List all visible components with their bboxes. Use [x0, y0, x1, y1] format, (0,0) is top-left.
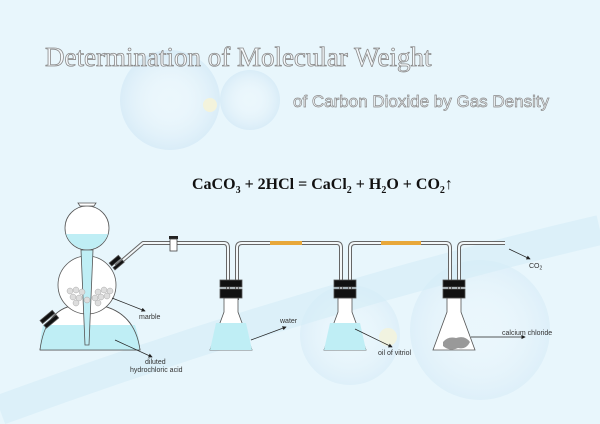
subtitle: of Carbon Dioxide by Gas Density — [293, 92, 550, 111]
tubing — [114, 241, 505, 340]
rubber-connector — [270, 241, 302, 245]
label-calcium-chloride: calcium chloride — [502, 330, 552, 337]
label-co2: CO2 — [529, 263, 543, 272]
marble-pieces — [66, 286, 114, 307]
calcium-chloride-solid — [443, 337, 470, 350]
kipp-generator — [39, 202, 141, 351]
label-hydrochloric-acid: hydrochloric acid — [130, 367, 183, 374]
flask-calcium-chloride — [432, 279, 476, 351]
label-marble: marble — [139, 314, 161, 321]
side-stopper — [39, 309, 60, 329]
flask-oil-of-vitriol — [323, 279, 367, 351]
equation: CaCO3 + 2HCl = CaCl2 + H2O + CO2↑ — [192, 176, 453, 196]
title: Determination of Molecular Weight — [45, 42, 432, 72]
label-oil-of-vitriol: oil of vitriol — [378, 350, 412, 357]
flask-water — [209, 279, 253, 351]
rubber-connector — [381, 241, 421, 245]
label-water: water — [279, 318, 298, 325]
label-arrows — [111, 248, 531, 358]
stopcock[interactable] — [169, 236, 178, 252]
label-diluted: diluted — [145, 359, 166, 366]
